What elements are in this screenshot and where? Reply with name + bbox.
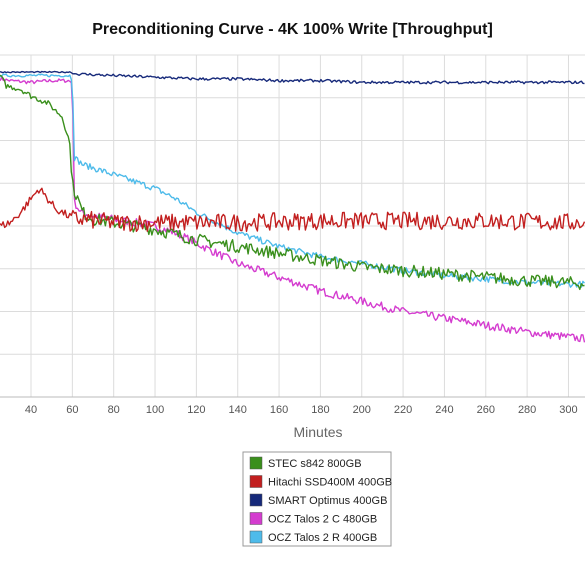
legend: STEC s842 800GB Hitachi SSD400M 400GB SMAR… <box>242 451 392 547</box>
x-tick-label: 280 <box>518 404 536 416</box>
legend-label: Hitachi SSD400M 400GB <box>268 477 392 489</box>
x-tick-label: 80 <box>108 404 120 416</box>
legend-label: OCZ Talos 2 R 400GB <box>268 532 377 544</box>
series-line-4 <box>0 76 585 343</box>
series-line-5 <box>0 73 585 288</box>
legend-label: STEC s842 800GB <box>268 458 362 470</box>
x-tick-label: 100 <box>146 404 164 416</box>
legend-label: SMART Optimus 400GB <box>268 495 387 507</box>
legend-swatch <box>249 456 263 470</box>
x-tick-label: 220 <box>394 404 412 416</box>
x-tick-label: 240 <box>435 404 453 416</box>
x-tick-label: 60 <box>66 404 78 416</box>
series-line-2 <box>0 187 585 232</box>
series-layer <box>0 70 585 343</box>
x-tick-label: 140 <box>229 404 247 416</box>
x-tick-label: 260 <box>477 404 495 416</box>
x-tick-label: 120 <box>187 404 205 416</box>
series-line-3 <box>0 70 585 85</box>
x-axis-label: Minutes <box>293 424 342 440</box>
legend-box <box>242 451 392 547</box>
x-tick-label: 160 <box>270 404 288 416</box>
x-tick-label: 200 <box>353 404 371 416</box>
legend-swatch <box>249 530 263 544</box>
series-line-1 <box>0 74 585 291</box>
chart-title: Preconditioning Curve - 4K 100% Write [T… <box>92 21 493 38</box>
x-tick-label: 40 <box>25 404 37 416</box>
x-tick-label: 300 <box>559 404 577 416</box>
legend-swatch <box>249 475 263 488</box>
legend-swatch <box>249 493 263 507</box>
legend-swatch <box>249 512 263 525</box>
legend-label: OCZ Talos 2 C 480GB <box>268 514 377 526</box>
x-tick-labels: 40 60 80 100 120 140 160 180 200 220 240 260 280 300 <box>25 404 578 416</box>
x-tick-label: 180 <box>311 404 329 416</box>
